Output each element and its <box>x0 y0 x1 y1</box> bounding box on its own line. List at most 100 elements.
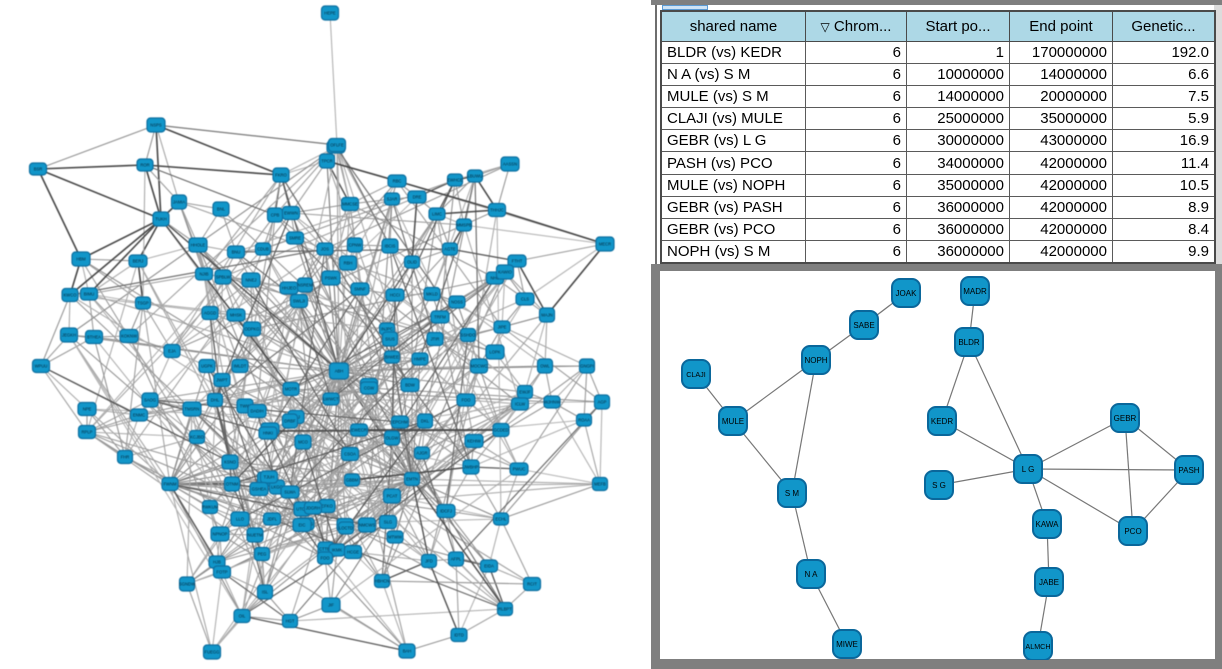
svg-text:IBCIS: IBCIS <box>385 244 396 249</box>
svg-text:LIMC: LIMC <box>432 212 442 217</box>
svg-text:ALMCH: ALMCH <box>1025 642 1050 651</box>
svg-text:JOS: JOS <box>321 247 329 252</box>
svg-text:MADR: MADR <box>963 287 987 296</box>
svg-text:ROR: ROR <box>140 163 149 168</box>
svg-text:TRFM: TRFM <box>434 315 446 320</box>
svg-text:SMNF: SMNF <box>354 287 366 292</box>
svg-text:MIWE: MIWE <box>836 640 858 649</box>
svg-text:GCDED: GCDED <box>493 428 508 433</box>
svg-text:SLWA: SLWA <box>284 490 296 495</box>
svg-text:KAWIO: KAWIO <box>498 270 513 275</box>
svg-text:THHJC: THHJC <box>490 208 504 213</box>
svg-text:MULE: MULE <box>722 417 744 426</box>
svg-text:TSGP: TSGP <box>137 301 149 306</box>
svg-text:DRBF: DRBF <box>284 419 296 424</box>
svg-text:EPCHM: EPCHM <box>392 420 408 425</box>
svg-text:ABH: ABH <box>335 369 344 374</box>
svg-text:AJGR: AJGR <box>416 451 427 456</box>
svg-text:ECHL: ECHL <box>495 517 507 522</box>
svg-text:EIC: EIC <box>299 523 306 528</box>
svg-text:EWECR: EWECR <box>351 428 367 433</box>
svg-text:CPB: CPB <box>271 213 280 218</box>
svg-text:DHL: DHL <box>211 398 220 403</box>
svg-text:GEBR: GEBR <box>1114 414 1137 423</box>
svg-text:CLS: CLS <box>521 297 529 302</box>
svg-text:MOCWC: MOCWC <box>471 364 488 369</box>
svg-text:MEFB: MEFB <box>594 482 606 487</box>
svg-text:BLDR: BLDR <box>958 338 980 347</box>
svg-text:BSR: BSR <box>34 167 43 172</box>
svg-text:NNEJ: NNEJ <box>246 278 257 283</box>
svg-text:ENMC: ENMC <box>133 413 145 418</box>
svg-text:LBUWU: LBUWU <box>467 174 482 179</box>
svg-text:MCO: MCO <box>298 440 309 445</box>
svg-text:GNGPI: GNGPI <box>580 364 594 369</box>
svg-text:SAOG: SAOG <box>144 398 156 403</box>
svg-text:TWW: TWW <box>240 404 251 409</box>
svg-text:LKGO: LKGO <box>271 485 283 490</box>
svg-text:N A: N A <box>805 570 819 579</box>
svg-text:TUKH: TUKH <box>155 217 166 222</box>
svg-text:NMCWS: NMCWS <box>359 523 375 528</box>
svg-text:PSWK: PSWK <box>325 276 338 281</box>
svg-text:CGW: CGW <box>364 386 374 391</box>
svg-text:FOO: FOO <box>461 398 471 403</box>
svg-text:WPUU: WPUU <box>35 364 48 369</box>
svg-text:PEG: PEG <box>258 552 267 557</box>
svg-text:KOKNW: KOKNW <box>121 334 137 339</box>
svg-text:JWPT: JWPT <box>216 378 228 383</box>
svg-text:BIWEE: BIWEE <box>385 355 399 360</box>
svg-text:NPNOP: NPNOP <box>213 532 228 537</box>
svg-text:OLGW: OLGW <box>386 436 399 441</box>
svg-text:NSPS: NSPS <box>150 123 162 128</box>
svg-text:L G: L G <box>1022 465 1035 474</box>
svg-text:KCJBD: KCJBD <box>190 435 204 440</box>
svg-text:SGNDW: SGNDW <box>179 582 195 587</box>
svg-text:WJHNW: WJHNW <box>544 400 560 405</box>
svg-text:BNL: BNL <box>217 207 226 212</box>
svg-text:AFPL: AFPL <box>451 557 462 562</box>
svg-text:BDW: BDW <box>405 383 415 388</box>
svg-text:FOTP: FOTP <box>216 570 227 575</box>
svg-text:MOTR: MOTR <box>285 387 297 392</box>
svg-text:DADIH: DADIH <box>250 409 263 414</box>
svg-text:ROAA: ROAA <box>578 418 590 423</box>
svg-text:HCCI: HCCI <box>390 293 400 298</box>
svg-text:MECR: MECR <box>599 242 611 247</box>
svg-text:MHSK: MHSK <box>230 313 242 318</box>
svg-text:LLO: LLO <box>236 517 245 522</box>
svg-text:HHJEO: HHJEO <box>282 286 297 291</box>
svg-text:RWKUM: RWKUM <box>202 505 219 510</box>
svg-text:FWNM: FWNM <box>163 482 177 487</box>
svg-text:INJPC: INJPC <box>381 327 393 332</box>
svg-text:JDGRH: JDGRH <box>306 506 320 511</box>
svg-text:KWCO: KWCO <box>63 293 77 298</box>
svg-text:EIDA: EIDA <box>484 564 494 569</box>
svg-text:IDTD: IDTD <box>454 633 464 638</box>
svg-text:SWLJI: SWLJI <box>293 299 305 304</box>
svg-text:NOSS: NOSS <box>451 300 463 305</box>
svg-text:KAWA: KAWA <box>1036 520 1060 529</box>
svg-text:JWBHP: JWBHP <box>464 465 479 470</box>
svg-text:SSHDO: SSHDO <box>461 333 477 338</box>
svg-text:JEGKH: JEGKH <box>62 333 76 338</box>
svg-text:HBHCN: HBHCN <box>375 579 390 584</box>
svg-text:FTHT: FTHT <box>512 259 523 264</box>
svg-text:JDFL: JDFL <box>267 517 278 522</box>
svg-text:ICLW: ICLW <box>515 402 525 407</box>
svg-text:JOAK: JOAK <box>896 289 918 298</box>
svg-text:LOPK: LOPK <box>489 350 500 355</box>
svg-text:SJAR: SJAR <box>387 197 398 202</box>
svg-text:JABE: JABE <box>1039 578 1059 587</box>
svg-text:FKRO: FKRO <box>275 173 287 178</box>
svg-text:KSNO: KSNO <box>224 460 237 465</box>
svg-text:RBC: RBC <box>393 179 402 184</box>
svg-text:OTNM: OTNM <box>226 482 239 487</box>
svg-text:JIF: JIF <box>328 603 334 608</box>
svg-text:OWL: OWL <box>540 364 550 369</box>
svg-text:PCO: PCO <box>1124 527 1141 536</box>
svg-text:NHC: NHC <box>490 276 499 281</box>
svg-text:SABE: SABE <box>853 321 874 330</box>
svg-text:S M: S M <box>785 489 800 498</box>
svg-text:EJA: EJA <box>168 349 176 354</box>
